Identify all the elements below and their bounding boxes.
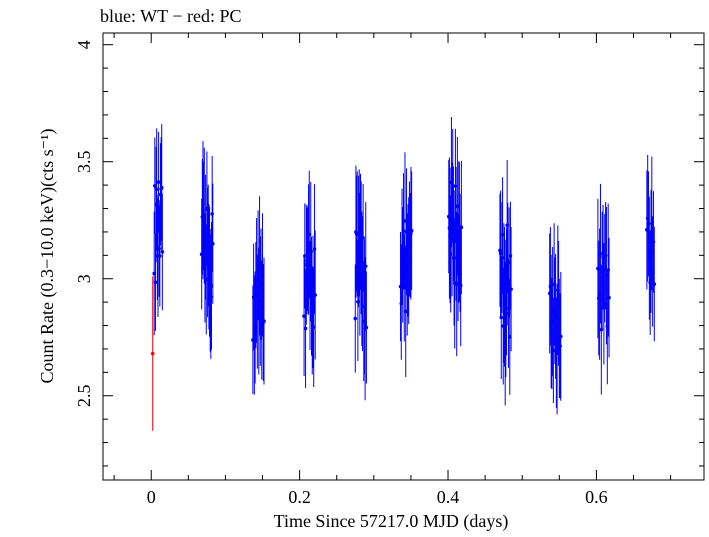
wt-point	[558, 334, 563, 339]
wt-point	[211, 241, 215, 246]
wt-point	[403, 219, 407, 223]
wt-point	[452, 256, 456, 260]
y-tick-label: 4	[74, 40, 94, 49]
wt-point	[356, 299, 360, 304]
x-tick-label: 0.2	[288, 487, 311, 507]
wt-point	[364, 325, 369, 330]
wt-point	[500, 255, 504, 260]
y-tick-label: 3.5	[74, 150, 94, 173]
x-tick-label: 0.6	[585, 487, 608, 507]
wt-point	[403, 309, 408, 314]
pc-point	[150, 351, 155, 356]
wt-point	[509, 287, 513, 291]
x-axis-label: Time Since 57217.0 MJD (days)	[274, 511, 509, 532]
x-tick-label: 0	[147, 487, 156, 507]
wt-point	[303, 326, 308, 331]
wt-point	[498, 248, 502, 253]
wt-point	[153, 280, 158, 285]
wt-point	[160, 250, 165, 254]
axis-ticks: 0 0.2 0.4 0.6 2.5 3 3.5 4	[74, 33, 704, 507]
y-axis-label: Count Rate (0.3−10.0 keV)(cts s⁻¹)	[37, 128, 58, 383]
wt-point	[158, 254, 162, 258]
wt-point	[551, 348, 556, 353]
wt-point	[558, 344, 562, 348]
wt-point	[312, 247, 317, 251]
wt-point	[508, 254, 513, 258]
wt-point	[499, 315, 504, 320]
wt-point	[210, 212, 214, 216]
wt-point	[458, 283, 463, 288]
wt-point	[308, 249, 313, 254]
y-tick-label: 2.5	[74, 384, 94, 407]
wt-point	[311, 325, 316, 329]
wt-point	[262, 319, 266, 323]
wt-point	[505, 223, 509, 227]
wt-point	[504, 306, 508, 311]
wt-point	[209, 294, 213, 299]
wt-point	[157, 246, 162, 251]
wt-point	[607, 295, 611, 300]
wt-point	[154, 187, 159, 192]
wt-point	[302, 314, 306, 318]
wt-point	[652, 282, 657, 286]
wt-point	[598, 251, 603, 256]
plot-frame	[102, 32, 705, 481]
wt-point	[363, 264, 368, 269]
y-tick-label: 3	[74, 274, 94, 283]
wt-point	[409, 228, 414, 233]
wt-point	[313, 293, 318, 297]
chart-legend: blue: WT − red: PC	[100, 6, 241, 26]
wt-point	[307, 232, 312, 237]
wt-point	[303, 254, 307, 258]
data-marks	[150, 117, 657, 431]
wt-point	[156, 180, 161, 184]
wt-point	[159, 185, 164, 190]
wt-point	[459, 225, 464, 230]
wt-point	[453, 184, 458, 188]
wt-point	[361, 235, 365, 240]
x-tick-label: 0.4	[437, 487, 460, 507]
wt-point	[353, 316, 358, 321]
wt-point	[401, 229, 406, 233]
